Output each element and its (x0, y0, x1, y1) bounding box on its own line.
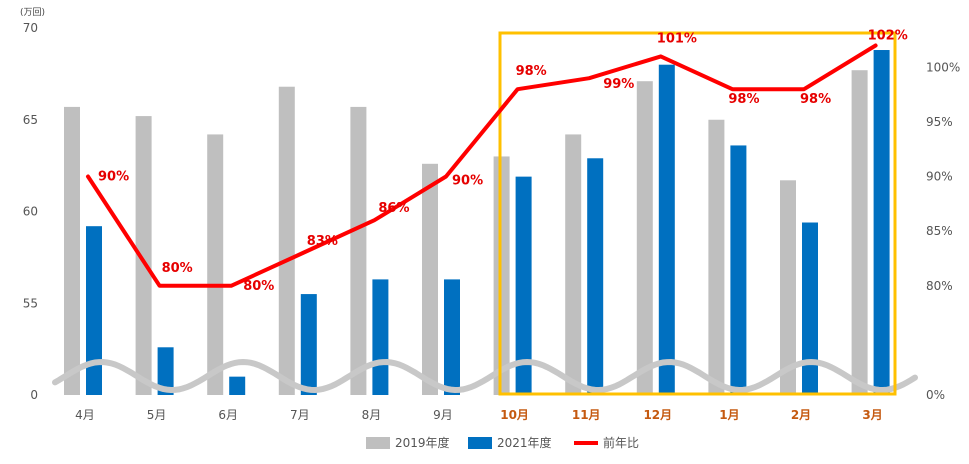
line-data-label: 101% (657, 31, 697, 46)
bar-2021 (515, 176, 532, 395)
bar-2019 (278, 86, 295, 395)
line-data-label: 98% (800, 92, 831, 107)
y-right-tick-label: 80% (926, 279, 953, 293)
bar-2021 (372, 279, 389, 395)
line-data-label: 83% (307, 234, 338, 249)
bar-2021 (802, 222, 818, 395)
highlight-box (498, 31, 897, 396)
bar-2021 (730, 145, 747, 395)
bar-2019 (422, 163, 438, 395)
line-data-labels: 90% 80% 80% 83% 86% 90% 98% 99% 101% 98% 98% 102% (98, 28, 908, 293)
bar-2021 (587, 158, 604, 395)
axis-break-wave (52, 358, 918, 394)
bar-2019 (780, 180, 796, 395)
bar-2019 (708, 119, 725, 395)
line-data-label: 98% (516, 64, 547, 79)
line-data-label: 86% (378, 201, 409, 216)
bar-2019 (851, 70, 868, 395)
line-data-label: 98% (728, 92, 759, 107)
legend: 2019年度 2021年度 前年比 (366, 435, 639, 450)
line-data-label: 90% (452, 174, 483, 189)
x-category-label: 10月 (500, 408, 529, 422)
y-left-tick-label: 0 (30, 388, 38, 402)
x-category-label: 12月 (643, 408, 672, 422)
bar-2021 (157, 347, 174, 395)
x-category-label: 5月 (147, 408, 167, 422)
legend-label: 前年比 (603, 435, 639, 450)
bar-2019 (135, 116, 152, 395)
y-right-tick-label: 0% (926, 388, 945, 402)
bar-2019 (565, 134, 582, 395)
x-category-label: 8月 (362, 408, 382, 422)
x-category-label: 3月 (862, 408, 882, 422)
legend-swatch (468, 437, 492, 449)
bar-2019 (64, 106, 80, 395)
legend-label: 2019年度 (395, 435, 450, 450)
bar-2021 (229, 376, 246, 395)
bar-2021 (873, 50, 890, 396)
x-category-label: 11月 (572, 408, 601, 422)
x-category-label: 7月 (290, 408, 310, 422)
bars-layer (64, 50, 890, 396)
line-data-label: 80% (162, 261, 193, 276)
bar-2021 (86, 226, 102, 395)
y-right-tick-label: 90% (926, 170, 953, 184)
bar-2021 (658, 64, 675, 395)
bar-2021 (444, 279, 460, 395)
y-left-tick-label: 55 (23, 296, 38, 310)
y-right-tick-label: 100% (926, 60, 960, 74)
x-category-label: 6月 (218, 408, 238, 422)
series-line-yoy (86, 43, 878, 288)
line-data-label: 102% (868, 28, 908, 43)
y-left-tick-label: 65 (23, 113, 38, 127)
x-category-label: 9月 (433, 408, 453, 422)
y-axis-right: 0% 80% 85% 90% 95% 100% (926, 60, 960, 402)
legend-swatch (366, 437, 390, 449)
y-axis-unit-label: (万回) (20, 7, 45, 18)
x-category-label: 4月 (75, 408, 95, 422)
x-axis-categories: 4月 5月 6月 7月 8月 9月 10月 11月 12月 1月 2月 3月 (75, 408, 883, 422)
y-right-tick-label: 85% (926, 224, 953, 238)
bar-2019 (493, 156, 510, 395)
y-right-tick-label: 95% (926, 115, 953, 129)
x-category-label: 1月 (719, 408, 739, 422)
y-axis-left: 0 55 60 65 70 (23, 21, 38, 402)
line-data-label: 99% (603, 77, 634, 92)
line-data-label: 90% (98, 170, 129, 185)
y-left-tick-label: 60 (23, 205, 38, 219)
x-category-label: 2月 (791, 408, 811, 422)
bar-2021 (300, 294, 317, 395)
bar-2019 (636, 81, 653, 395)
bar-2019 (350, 106, 367, 395)
bar-2019 (207, 134, 224, 395)
legend-label: 2021年度 (497, 435, 552, 450)
line-data-label: 80% (243, 279, 274, 294)
y-left-tick-label: 70 (23, 21, 38, 35)
